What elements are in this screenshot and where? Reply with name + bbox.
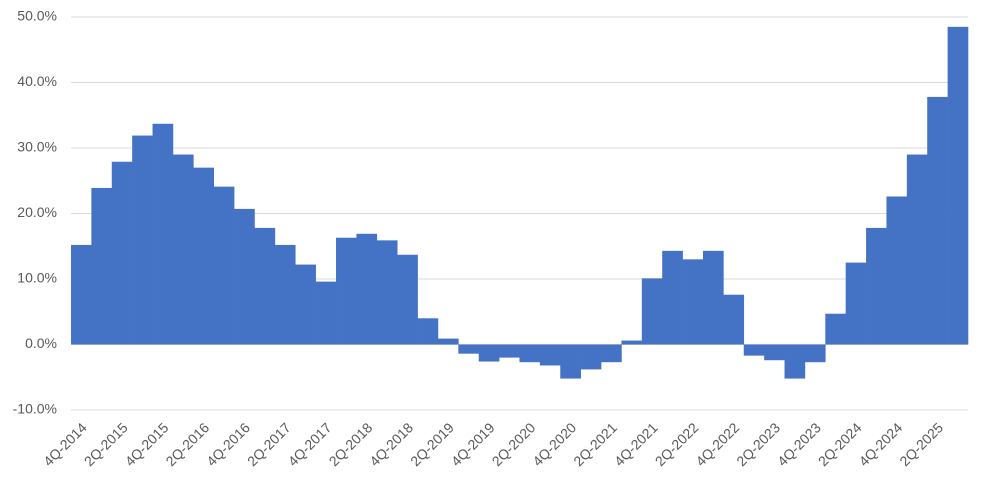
bar bbox=[560, 344, 581, 379]
x-tick-label: 2Q-2016 bbox=[162, 419, 212, 469]
bar bbox=[519, 344, 541, 363]
x-tick-label: 2Q-2023 bbox=[733, 419, 783, 469]
bar bbox=[601, 344, 622, 363]
x-tick-label: 2Q-2018 bbox=[326, 419, 376, 469]
x-tick-label: 4Q-2019 bbox=[448, 419, 498, 469]
bar bbox=[356, 233, 378, 345]
bar bbox=[111, 161, 133, 345]
bar bbox=[315, 281, 337, 345]
bar bbox=[458, 344, 480, 354]
bar bbox=[866, 227, 887, 345]
x-tick-label: 4Q-2014 bbox=[40, 419, 90, 469]
x-tick-label: 4Q-2021 bbox=[611, 419, 661, 469]
y-tick-label: -10.0% bbox=[13, 401, 57, 417]
bar bbox=[213, 186, 235, 345]
y-tick-label: 50.0% bbox=[17, 8, 57, 24]
bar bbox=[132, 135, 153, 345]
bar bbox=[91, 187, 113, 345]
bar bbox=[336, 237, 357, 345]
x-tick-label: 4Q-2022 bbox=[692, 419, 742, 469]
bar bbox=[784, 344, 806, 379]
bar bbox=[764, 344, 785, 361]
bar bbox=[825, 313, 846, 345]
bar bbox=[539, 344, 561, 366]
bar bbox=[295, 264, 316, 345]
bar bbox=[71, 244, 92, 345]
x-tick-label: 4Q-2015 bbox=[122, 419, 172, 469]
x-tick-label: 4Q-2017 bbox=[285, 419, 335, 469]
bar bbox=[927, 96, 948, 345]
x-tick-label: 4Q-2016 bbox=[203, 419, 253, 469]
bar bbox=[417, 318, 439, 345]
bar bbox=[478, 344, 500, 362]
bar bbox=[641, 278, 663, 345]
bar bbox=[886, 196, 908, 345]
bar bbox=[906, 154, 928, 345]
x-tick-label: 2Q-2024 bbox=[815, 419, 865, 469]
bar bbox=[804, 344, 826, 363]
bar bbox=[723, 294, 745, 345]
bar bbox=[254, 227, 276, 345]
bar bbox=[743, 344, 765, 356]
bar bbox=[376, 240, 398, 345]
bar bbox=[580, 344, 602, 370]
bar bbox=[702, 250, 724, 345]
y-tick-label: 10.0% bbox=[17, 270, 57, 286]
x-tick-label: 4Q-2024 bbox=[856, 419, 906, 469]
x-tick-label: 2Q-2019 bbox=[407, 419, 457, 469]
y-tick-label: 0.0% bbox=[25, 335, 57, 351]
bar bbox=[274, 244, 296, 345]
bar bbox=[662, 250, 683, 345]
x-tick-label: 2Q-2015 bbox=[81, 419, 131, 469]
y-tick-label: 30.0% bbox=[17, 139, 57, 155]
bar bbox=[397, 254, 418, 345]
bar bbox=[499, 344, 520, 358]
x-tick-label: 2Q-2022 bbox=[652, 419, 702, 469]
y-tick-label: 20.0% bbox=[17, 204, 57, 220]
x-tick-label: 4Q-2018 bbox=[366, 419, 416, 469]
bar bbox=[621, 340, 643, 345]
x-tick-label: 4Q-2023 bbox=[774, 419, 824, 469]
x-tick-label: 2Q-2021 bbox=[570, 419, 620, 469]
x-tick-label: 2Q-2017 bbox=[244, 419, 294, 469]
bar bbox=[845, 262, 867, 345]
bar bbox=[947, 26, 969, 345]
bar bbox=[682, 259, 704, 345]
x-tick-label: 4Q-2020 bbox=[529, 419, 579, 469]
bar bbox=[172, 154, 194, 345]
y-tick-label: 40.0% bbox=[17, 73, 57, 89]
x-tick-label: 2Q-2025 bbox=[896, 419, 946, 469]
x-tick-label: 2Q-2020 bbox=[489, 419, 539, 469]
bar bbox=[437, 338, 459, 345]
bar bbox=[234, 208, 255, 345]
bar bbox=[193, 167, 215, 345]
bar bbox=[152, 123, 174, 345]
